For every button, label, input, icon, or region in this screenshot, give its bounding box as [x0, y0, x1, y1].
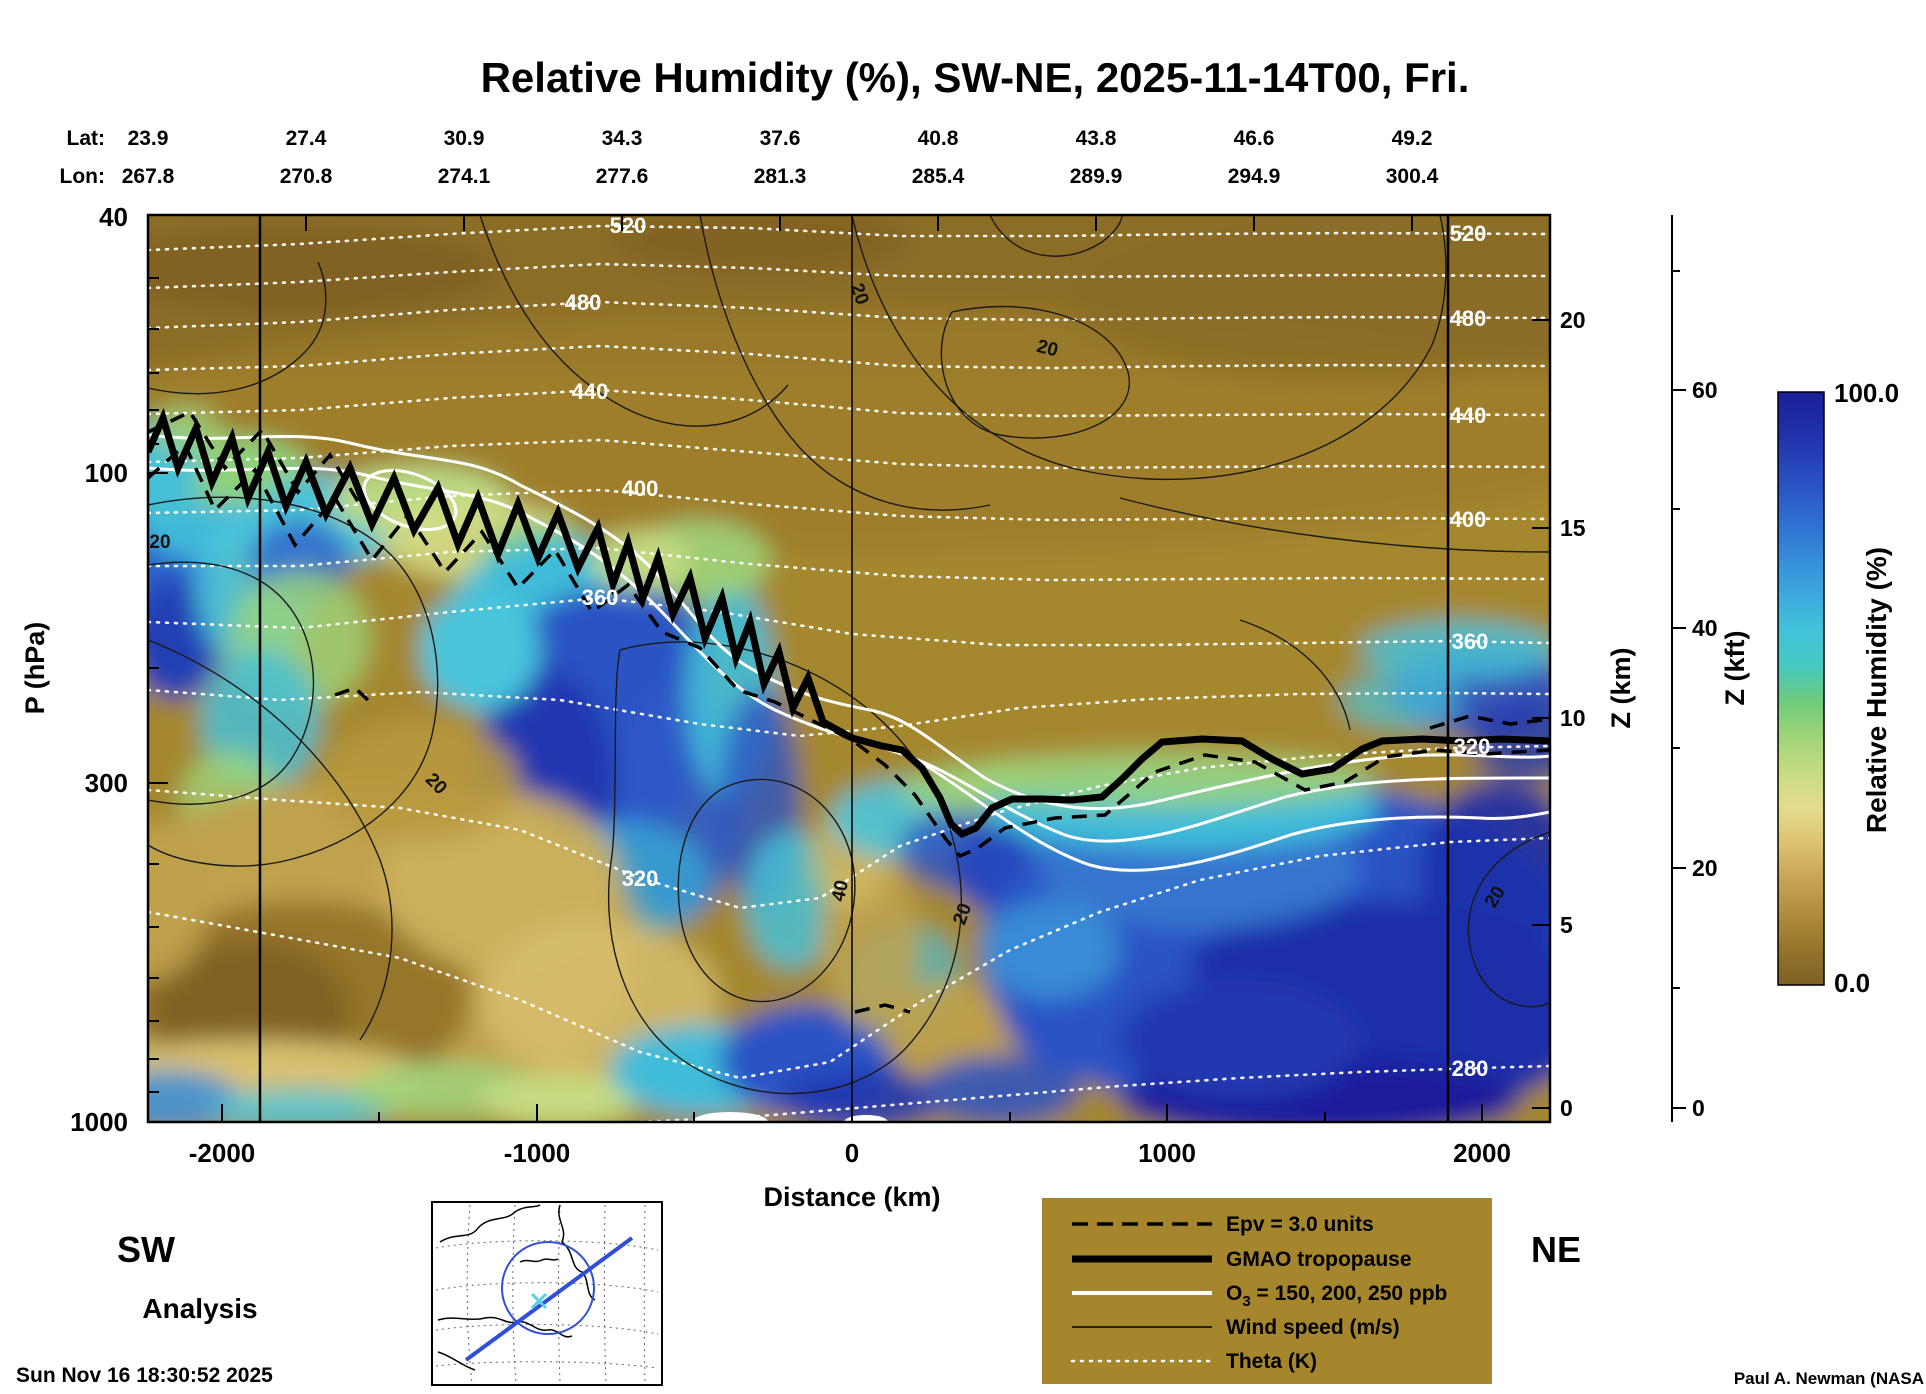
distance-tick: 1000 [1138, 1138, 1196, 1168]
plot-area: 520 480 440 400 360 320 520 480 440 400 … [148, 213, 1550, 1122]
plot-frame [146, 213, 1552, 1124]
inset-map [431, 1201, 663, 1386]
wind-label: 20 [1035, 336, 1061, 361]
lat-value: 23.9 [128, 127, 169, 150]
rh-field [148, 215, 1550, 1122]
lon-value: 289.9 [1070, 165, 1123, 188]
legend-wind-label: Wind speed (m/s) [1226, 1316, 1400, 1339]
legend-tropopause-label: GMAO tropopause [1226, 1248, 1412, 1271]
lon-value: 267.8 [122, 165, 175, 188]
theta-label: 360 [1452, 629, 1489, 654]
colorbar-max: 100.0 [1834, 378, 1899, 408]
map-domain-circle [501, 1241, 595, 1335]
lat-value: 27.4 [286, 127, 327, 150]
colorbar-gradient [1777, 391, 1825, 986]
pressure-axis: 40 100 300 1000 P (hPa) [20, 202, 128, 1137]
pressure-tick: 100 [85, 458, 128, 488]
wind-contours [148, 215, 1550, 1095]
map-section-track [464, 1236, 634, 1362]
z-km-tick: 0 [1560, 1095, 1573, 1121]
lat-value: 43.8 [1076, 127, 1117, 150]
theta-contour-labels: 520 480 440 400 360 320 520 480 440 400 … [565, 213, 1491, 1081]
wind-label: 20 [149, 532, 170, 553]
distance-tick: -2000 [189, 1138, 256, 1168]
pressure-tick: 300 [85, 768, 128, 798]
theta-label: 400 [1450, 507, 1487, 532]
lat-value: 40.8 [918, 127, 959, 150]
theta-label: 520 [610, 213, 647, 238]
timestamp: Sun Nov 16 18:30:52 2025 [16, 1364, 273, 1387]
theta-label: 320 [622, 866, 659, 891]
lat-value: 49.2 [1392, 127, 1433, 150]
top-axis-lat-row: Lat: 23.9 27.4 30.9 34.3 37.6 40.8 43.8 … [67, 127, 1433, 150]
axis-ticks [147, 215, 1550, 1122]
z-km-tick: 15 [1560, 515, 1586, 541]
page-title: Relative Humidity (%), SW-NE, 2025-11-14… [481, 54, 1470, 101]
colorbar-min: 0.0 [1834, 968, 1870, 998]
theta-label: 480 [1450, 306, 1487, 331]
z-km-axis: 20 15 10 5 0 Z (km) [1560, 307, 1636, 1121]
endpoint-ne: NE [1531, 1229, 1581, 1270]
z-km-tick: 20 [1560, 307, 1586, 333]
theta-label: 400 [622, 476, 659, 501]
colorbar: 100.0 0.0 Relative Humidity (%) [1777, 378, 1899, 998]
legend-theta-label: Theta (K) [1226, 1350, 1317, 1373]
theta-contours [148, 224, 1550, 1122]
wind-label: 40 [828, 878, 853, 903]
z-kft-axis-label: Z (kft) [1720, 631, 1750, 706]
z-kft-tick: 40 [1692, 615, 1718, 641]
pressure-tick: 1000 [70, 1107, 128, 1137]
epv-contour [148, 409, 1550, 1014]
pressure-tick: 40 [99, 202, 128, 232]
lon-value: 277.6 [596, 165, 649, 188]
distance-tick: -1000 [504, 1138, 571, 1168]
lon-value: 294.9 [1228, 165, 1281, 188]
z-km-tick: 10 [1560, 705, 1586, 731]
z-kft-axis: 60 40 20 0 Z (kft) [1671, 215, 1750, 1122]
lat-value: 37.6 [760, 127, 801, 150]
theta-label: 480 [565, 290, 602, 315]
theta-label: 360 [582, 585, 619, 610]
theta-label: 320 [1454, 734, 1491, 759]
theta-label: 280 [1452, 1056, 1489, 1081]
distance-tick: 2000 [1453, 1138, 1511, 1168]
credit: Paul A. Newman (NASA [1734, 1369, 1924, 1388]
lon-value: 300.4 [1386, 165, 1439, 188]
z-kft-tick: 60 [1692, 377, 1718, 403]
vertical-reference-lines [258, 215, 1450, 1122]
lat-value: 46.6 [1234, 127, 1275, 150]
lon-value: 281.3 [754, 165, 807, 188]
top-axis-lon-row: Lon: 267.8 270.8 274.1 277.6 281.3 285.4… [60, 165, 1439, 188]
tropopause-line [148, 407, 1550, 839]
lon-value: 285.4 [912, 165, 965, 188]
theta-label: 520 [1450, 221, 1487, 246]
lat-prefix: Lat: [67, 127, 106, 150]
distance-tick: 0 [845, 1138, 859, 1168]
z-km-axis-label: Z (km) [1606, 648, 1636, 729]
z-km-tick: 5 [1560, 912, 1573, 938]
wind-contour-labels: 20 20 40 20 20 20 20 [149, 281, 1509, 928]
lon-value: 270.8 [280, 165, 333, 188]
legend-epv-label: Epv = 3.0 units [1226, 1213, 1374, 1236]
pressure-axis-label: P (hPa) [20, 622, 50, 715]
endpoint-sw: SW [117, 1229, 175, 1270]
map-graticule [435, 1204, 659, 1384]
colorbar-label: Relative Humidity (%) [1861, 547, 1892, 833]
theta-label: 440 [1450, 403, 1487, 428]
lat-value: 34.3 [602, 127, 643, 150]
legend: Epv = 3.0 units GMAO tropopause O3 = 150… [1042, 1198, 1492, 1384]
z-kft-tick: 0 [1692, 1095, 1705, 1121]
map-center-marker [530, 1292, 548, 1310]
lon-value: 274.1 [438, 165, 491, 188]
analysis-label: Analysis [142, 1293, 257, 1324]
z-kft-tick: 20 [1692, 855, 1718, 881]
distance-axis-label: Distance (km) [763, 1182, 940, 1212]
legend-ozone-label: O3 = 150, 200, 250 ppb [1226, 1282, 1447, 1310]
lat-value: 30.9 [444, 127, 485, 150]
distance-axis: -2000 -1000 0 1000 2000 Distance (km) [189, 1138, 1511, 1212]
theta-label: 440 [572, 379, 609, 404]
lon-prefix: Lon: [60, 165, 105, 188]
